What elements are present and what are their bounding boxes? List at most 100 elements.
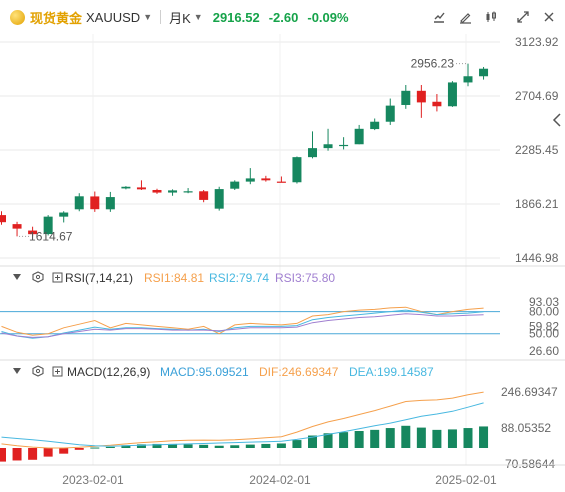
macd-histogram-bar <box>292 440 302 449</box>
macd-label-row: MACD(12,26,9) MACD:95.09521 DIF:246.6934… <box>13 365 434 379</box>
macd-histogram-bar <box>43 448 53 457</box>
header-divider <box>160 10 162 24</box>
macd-histogram-bar <box>447 429 457 449</box>
macd-tick-label: -70.58644 <box>501 457 555 471</box>
macd-add-icon[interactable] <box>52 366 63 377</box>
dif-legend: DIF:246.69347 <box>259 365 339 379</box>
gold-coin-icon <box>10 9 25 25</box>
macd-histogram-bar <box>339 432 349 449</box>
macd-histogram-bar <box>479 426 489 449</box>
rsi-collapse-icon[interactable] <box>13 274 21 280</box>
rsi2-legend: RSI2:79.74 <box>209 271 269 285</box>
macd-tick-label: 88.05352 <box>501 421 551 435</box>
candle-body <box>339 144 349 147</box>
rsi-tick-label: 50.00 <box>529 327 559 341</box>
macd-histogram-bar <box>370 429 380 449</box>
candle-body <box>354 128 364 145</box>
candle-body <box>323 144 333 149</box>
candle-body <box>245 178 255 182</box>
macd-histogram-bar <box>168 443 178 449</box>
time-axis: 2023-02-01 2024-02-01 2025-02-01 <box>62 473 497 487</box>
macd-histogram-bar <box>308 435 317 449</box>
candlestick-panel[interactable]: 2956.23 1614.67 <box>0 57 489 244</box>
macd-legend: MACD:95.09521 <box>160 365 249 379</box>
price-tick-label: 2285.45 <box>515 143 559 157</box>
macd-histogram-bar <box>121 445 131 449</box>
candle-body <box>43 216 53 235</box>
macd-panel[interactable] <box>0 391 489 462</box>
rsi-add-icon[interactable] <box>52 272 63 283</box>
candle-body <box>136 187 146 190</box>
candle-body <box>168 190 178 193</box>
candle-body <box>74 196 84 210</box>
macd-indicator-label[interactable]: MACD(12,26,9) <box>67 365 150 379</box>
macd-histogram-bar <box>354 431 364 449</box>
rsi-series-line-rsi3 <box>1 313 484 338</box>
toolbar <box>423 7 559 27</box>
macd-histogram-bar <box>152 443 162 449</box>
macd-histogram-bar <box>463 428 473 449</box>
chart-type-icon[interactable] <box>481 7 501 27</box>
rsi-settings-icon[interactable] <box>32 271 44 283</box>
symbol-name[interactable]: 现货黄金 <box>30 10 83 26</box>
macd-histogram-bar <box>401 425 411 449</box>
macd-settings-icon[interactable] <box>32 365 44 377</box>
macd-collapse-icon[interactable] <box>13 368 21 374</box>
macd-histogram-bar <box>59 448 69 454</box>
price-change-percent: -0.09% <box>307 9 349 25</box>
candle-body <box>401 90 411 105</box>
rsi3-legend: RSI3:75.80 <box>275 271 335 285</box>
timeframe-dropdown-icon[interactable]: ▼ <box>193 12 203 22</box>
macd-histogram-bar <box>74 448 84 450</box>
candle-body <box>12 224 22 229</box>
candle-body <box>463 76 473 83</box>
timeframe-selector[interactable]: 月K <box>169 10 191 26</box>
chart-header: 现货黄金 XAUUSD ▼ 月K ▼ 2916.52 -2.60 -0.09% <box>0 0 565 34</box>
indicator-icon[interactable] <box>429 7 449 27</box>
rsi1-legend: RSI1:84.81 <box>144 271 204 285</box>
rsi-tick-label: 93.03 <box>529 295 559 309</box>
candle-body <box>90 196 100 210</box>
price-tick-label: 2704.69 <box>515 89 559 103</box>
macd-histogram-bar <box>323 433 333 449</box>
macd-histogram-bar <box>230 445 240 449</box>
macd-histogram-bar <box>105 446 115 449</box>
candle-body <box>370 121 380 130</box>
symbol-code[interactable]: XAUUSD <box>86 9 141 25</box>
rsi-tick-label: 26.60 <box>529 344 559 358</box>
macd-histogram-bar <box>199 444 209 449</box>
price-axis: 3123.92 2704.69 2285.45 1866.21 1446.98 93.03… <box>501 35 559 471</box>
candle-body <box>432 101 442 107</box>
rsi-panel[interactable] <box>0 306 500 339</box>
time-tick: 2024-02-01 <box>249 473 311 487</box>
macd-histogram-bar <box>90 447 100 449</box>
close-icon[interactable] <box>539 7 559 27</box>
macd-histogram-bar <box>245 444 255 449</box>
fullscreen-icon[interactable] <box>513 7 533 27</box>
macd-histogram-bar <box>12 448 22 461</box>
low-price-label: 1614.67 <box>29 229 73 243</box>
rsi-label-row: RSI(7,14,21) RSI1:84.81 RSI2:79.74 RSI3:… <box>13 271 335 285</box>
candle-body <box>152 189 162 193</box>
candle-body <box>214 189 224 209</box>
symbol-dropdown-icon[interactable]: ▼ <box>143 12 153 22</box>
macd-histogram-bar <box>385 428 395 449</box>
last-price: 2916.52 <box>212 9 260 25</box>
candle-body <box>28 230 38 235</box>
grid-lines <box>0 34 500 465</box>
candle-body <box>59 212 69 217</box>
price-tick-label: 1446.98 <box>515 251 559 265</box>
collapse-panel-button[interactable] <box>549 111 565 129</box>
dea-legend: DEA:199.14587 <box>349 365 434 379</box>
macd-histogram-bar <box>276 443 286 449</box>
macd-histogram-bar <box>28 448 38 460</box>
candle-body <box>261 178 271 181</box>
rsi-indicator-label[interactable]: RSI(7,14,21) <box>65 271 133 285</box>
candle-body <box>183 191 193 193</box>
draw-tool-icon[interactable] <box>455 7 475 27</box>
candle-body <box>199 191 209 200</box>
candle-body <box>230 181 240 189</box>
price-change: -2.60 <box>268 9 299 25</box>
candle-body <box>308 148 317 158</box>
